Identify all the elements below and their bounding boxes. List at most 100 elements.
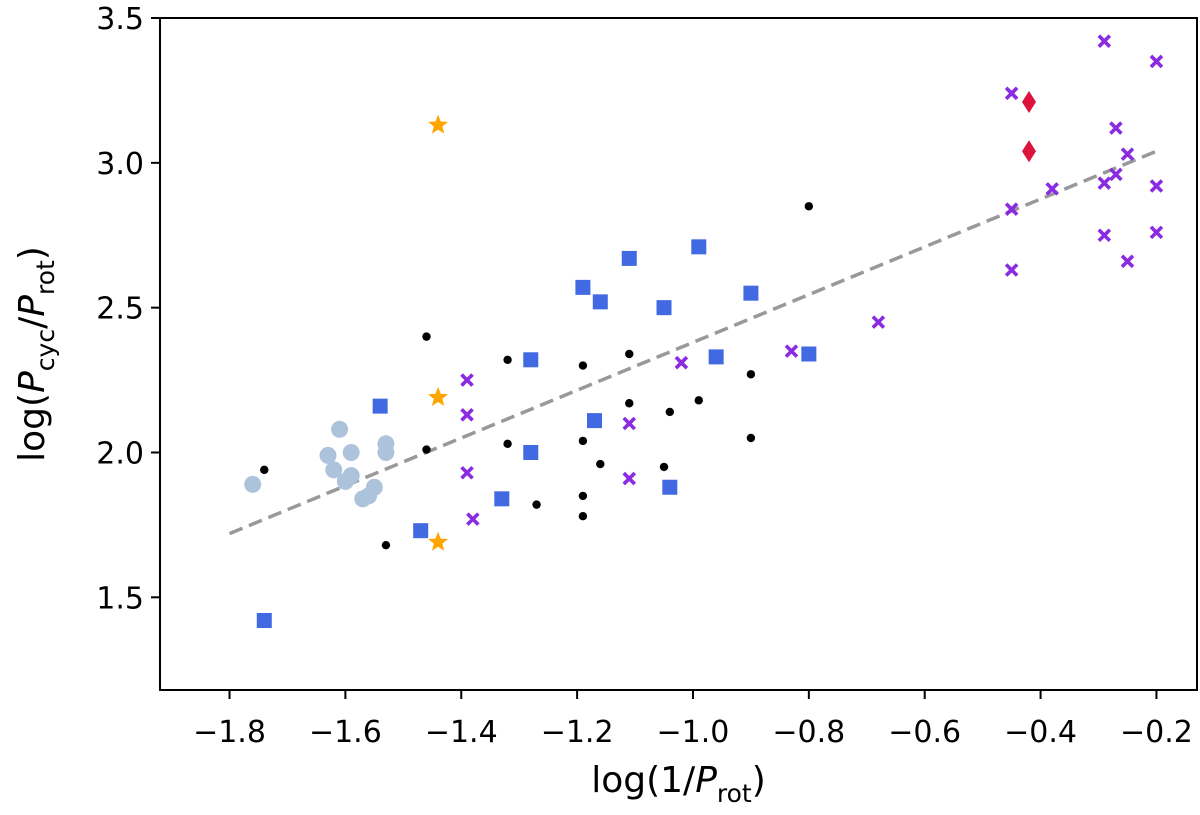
black-dots-point — [804, 202, 814, 211]
black-dots-point — [694, 396, 703, 405]
x-tick-label: −1.6 — [309, 715, 382, 750]
light-blue-circles-point — [319, 446, 337, 464]
purple-crosses-point — [460, 465, 474, 480]
purple-crosses-point — [622, 416, 637, 431]
y-tick-label: 2.0 — [96, 436, 144, 471]
orange-stars-point — [428, 531, 449, 551]
black-dots-point — [596, 459, 605, 469]
light-blue-circles-point — [342, 443, 360, 461]
light-blue-circles-point — [244, 475, 262, 493]
x-tick-label: −0.2 — [1120, 715, 1193, 750]
black-dots-point — [578, 491, 588, 501]
purple-crosses-point — [460, 373, 474, 387]
light-blue-circles-point — [331, 420, 349, 438]
y-tick-label: 3.5 — [96, 2, 144, 37]
blue-squares-point — [662, 479, 678, 495]
blue-squares-point — [801, 346, 817, 362]
purple-crosses-point — [466, 512, 480, 526]
purple-crosses-point — [1109, 167, 1123, 182]
x-axis-label: log(1/Prot) — [591, 760, 766, 808]
x-tick-label: −0.8 — [772, 715, 845, 750]
blue-squares-point — [523, 352, 539, 368]
x-tick-label: −0.4 — [1004, 715, 1077, 750]
y-axis-label-var2: P — [12, 295, 53, 317]
purple-crosses-point — [1004, 86, 1019, 101]
purple-crosses-point — [784, 344, 799, 358]
black-dots-point — [503, 355, 512, 364]
purple-crosses-point — [871, 315, 886, 329]
blue-squares-point — [494, 491, 510, 507]
black-dots-point — [578, 436, 588, 446]
blue-squares-point — [575, 279, 591, 295]
purple-crosses-point — [1149, 179, 1164, 193]
purple-crosses-point — [1149, 225, 1164, 240]
x-tick-label: −1.4 — [425, 715, 498, 750]
black-dots-point — [422, 332, 431, 341]
black-dots-point — [578, 361, 588, 370]
y-tick-label: 1.5 — [96, 581, 144, 616]
blue-squares-point — [743, 285, 759, 301]
y-axis-label-sub1: cyc — [31, 329, 60, 371]
data-marks-layer — [244, 34, 1164, 628]
black-dots-point — [422, 445, 431, 454]
black-dots-point — [665, 407, 675, 417]
fit-line-layer — [228, 149, 1158, 536]
y-axis-label: log(Pcyc/Prot) — [12, 246, 60, 462]
light-blue-circles-point — [342, 467, 360, 485]
black-dots-point — [578, 512, 588, 521]
x-axis-label-sub: rot — [717, 779, 752, 808]
purple-crosses-point — [460, 408, 474, 422]
blue-squares-point — [413, 523, 429, 539]
purple-crosses-point — [1045, 182, 1059, 196]
orange-stars-point — [428, 386, 449, 406]
light-blue-circles-point — [365, 478, 383, 496]
blue-squares-point — [592, 294, 608, 310]
black-dots-point — [260, 465, 269, 475]
red-diamonds-point — [1021, 140, 1036, 163]
blue-squares-point — [586, 413, 602, 429]
blue-squares-point — [656, 300, 672, 316]
black-dots-point — [503, 439, 512, 448]
fit-line — [228, 149, 1158, 536]
black-dots-point — [532, 500, 541, 509]
black-dots-point — [381, 540, 391, 550]
red-diamonds-point — [1021, 91, 1036, 113]
y-axis-label-prefix: log( — [12, 393, 53, 462]
x-axis-label-prefix: log(1/ — [591, 760, 696, 801]
x-axis-label-var: P — [695, 760, 717, 801]
purple-crosses-point — [1004, 263, 1019, 277]
purple-crosses-point — [622, 471, 637, 486]
blue-squares-point — [691, 239, 707, 255]
purple-crosses-point — [674, 355, 689, 370]
purple-crosses-point — [1109, 121, 1123, 135]
blue-squares-point — [621, 250, 637, 266]
y-axis-label-var1: P — [12, 371, 53, 393]
x-axis-ticks: −1.8 −1.6 −1.4 −1.2 −1.0 −0.8 −0.6 −0.4 −0.2 — [193, 690, 1193, 750]
x-tick-label: −1.2 — [541, 715, 614, 750]
light-blue-circles-point — [377, 435, 395, 453]
x-tick-label: −0.6 — [888, 715, 961, 750]
purple-crosses-point — [1097, 176, 1112, 190]
purple-crosses-point — [1120, 147, 1135, 161]
y-axis-label-sub2: rot — [31, 260, 60, 295]
black-dots-point — [625, 349, 634, 359]
purple-crosses-point — [1120, 254, 1135, 269]
y-axis-ticks: 1.5 2.0 2.5 3.0 3.5 — [96, 2, 160, 616]
orange-stars-point — [428, 114, 449, 134]
purple-crosses-point — [1004, 202, 1019, 216]
black-dots-point — [746, 433, 756, 443]
purple-crosses-point — [1149, 54, 1164, 69]
black-dots-point — [659, 462, 669, 472]
purple-crosses-point — [1097, 228, 1112, 243]
y-tick-label: 3.0 — [96, 147, 144, 182]
y-axis-label-suffix: ) — [12, 246, 53, 260]
y-tick-label: 2.5 — [96, 292, 144, 327]
purple-crosses-point — [1097, 34, 1112, 48]
blue-squares-point — [708, 349, 724, 365]
light-blue-circles-point — [325, 461, 343, 479]
black-dots-point — [746, 370, 756, 379]
blue-squares-point — [256, 612, 272, 628]
x-tick-label: −1.8 — [193, 715, 266, 750]
plot-frame — [159, 17, 1198, 691]
